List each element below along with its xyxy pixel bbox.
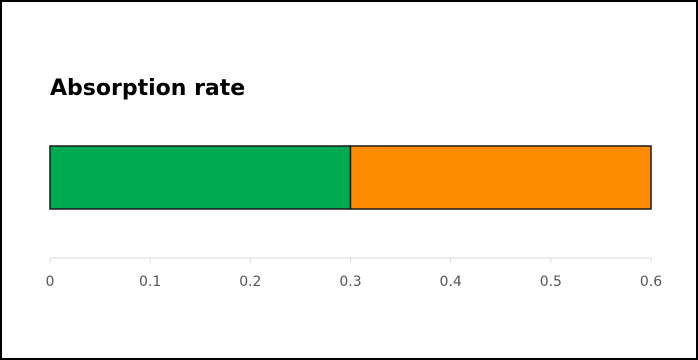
x-tick-label: 0.1 [139, 274, 161, 290]
x-axis-ticks: 0 0.1 0.2 0.3 0.4 0.5 0.6 [46, 258, 662, 290]
x-tick-label: 0.5 [540, 274, 562, 290]
bar-segments [49, 145, 652, 210]
x-tick-label: 0.2 [239, 274, 261, 290]
bar-segment-2 [349, 145, 652, 210]
x-tick-label: 0.6 [640, 274, 662, 290]
bar-segment-1 [49, 145, 352, 210]
x-tick-label: 0.4 [440, 274, 462, 290]
chart-title: Absorption rate [50, 76, 246, 101]
x-tick-label: 0 [46, 274, 55, 290]
x-tick-label: 0.3 [339, 274, 361, 290]
